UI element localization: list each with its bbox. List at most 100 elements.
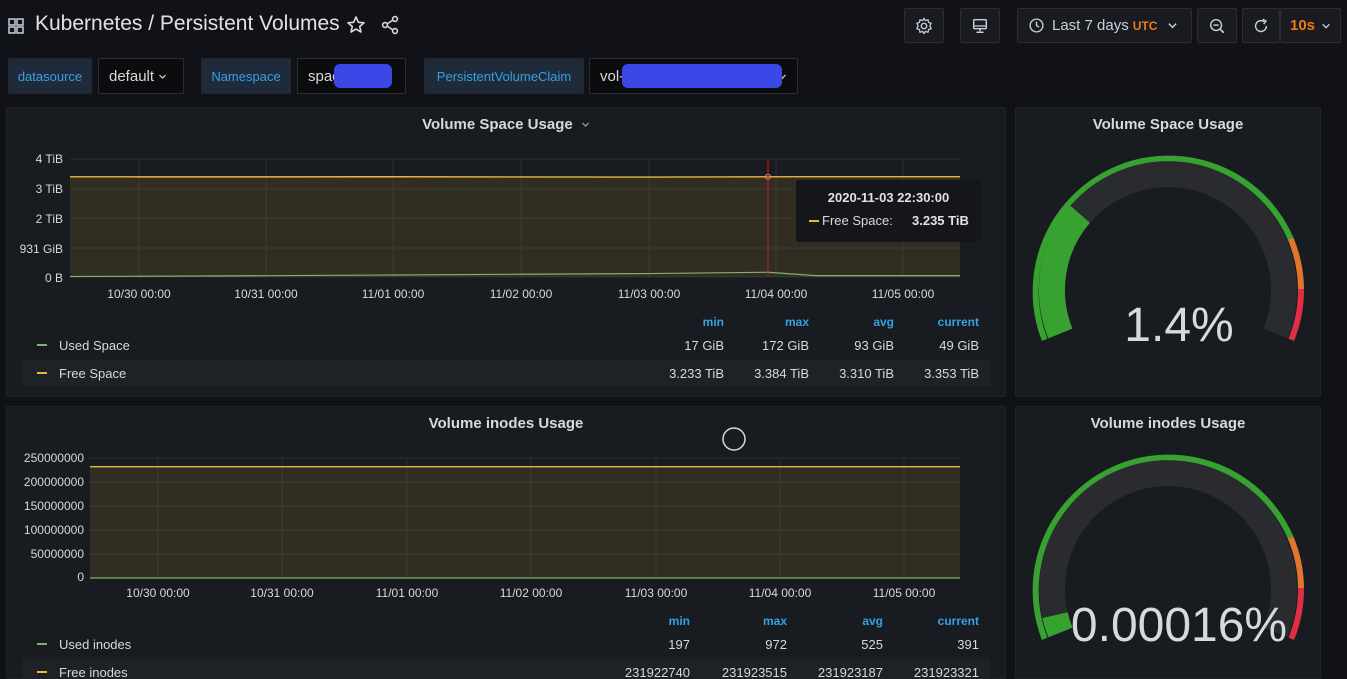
legend-max: 172 GiB	[762, 338, 809, 353]
gauge-threshold-red	[1288, 588, 1305, 640]
legend-current: 49 GiB	[939, 338, 979, 353]
gauge-value-arc	[1042, 612, 1073, 638]
time-range-picker[interactable]: Last 7 days UTC	[1017, 8, 1192, 43]
panel-title-space-text: Volume Space Usage	[422, 116, 573, 133]
chevron-down-icon	[581, 122, 589, 127]
y-tick-label: 3 TiB	[35, 182, 63, 196]
x-tick-label: 11/03 00:00	[624, 586, 688, 600]
volume-space-graph-panel	[6, 107, 1006, 397]
clock-icon	[1029, 18, 1044, 33]
legend-current: 231923321	[913, 665, 979, 679]
gauge-track	[1039, 460, 1297, 638]
gauge-threshold-green	[1032, 155, 1294, 341]
variable-label-datasource: datasource	[8, 58, 92, 94]
legend-row-used-inodes[interactable]: Used inodes 197 972 525 391	[22, 631, 990, 657]
gauge-threshold-orange	[1287, 237, 1304, 290]
legend-avg: 525	[861, 637, 883, 652]
monitor-icon	[972, 18, 988, 33]
variable-value-pvc: vol-l	[600, 67, 628, 85]
panel-title-space[interactable]: Volume Space Usage	[6, 116, 1006, 133]
gauge-value-space: 1.4%	[1124, 299, 1234, 352]
time-range-label: Last 7 days	[1052, 17, 1129, 34]
y-tick-label: 50000000	[30, 547, 84, 561]
y-tick-label: 200000000	[23, 475, 84, 489]
tooltip-series-label: Free Space:	[822, 213, 893, 228]
legend-avg: 231923187	[817, 665, 883, 679]
legend-avg: 3.310 TiB	[839, 366, 894, 381]
tooltip-value: 3.235 TiB	[912, 213, 969, 228]
space-gauge	[1032, 155, 1305, 341]
legend-swatch	[37, 344, 47, 346]
refresh-interval-label: 10s	[1289, 17, 1316, 34]
gauge-value-inodes: 0.00016%	[1070, 599, 1288, 652]
x-tick-label: 11/04 00:00	[744, 287, 808, 301]
gauge-title-inodes[interactable]: Volume inodes Usage	[1090, 415, 1246, 432]
share-icon[interactable]	[380, 15, 400, 35]
y-tick-label: 2 TiB	[35, 212, 63, 226]
legend-current: 391	[957, 637, 979, 652]
legend-row-used-space[interactable]: Used Space 17 GiB 172 GiB 93 GiB 49 GiB	[22, 332, 990, 358]
legend-header-max[interactable]: max	[762, 614, 787, 628]
x-tick-label: 10/30 00:00	[107, 287, 171, 301]
panel-title-inodes[interactable]: Volume inodes Usage	[428, 415, 584, 432]
dashboards-grid-icon[interactable]	[8, 18, 24, 34]
legend-header-min[interactable]: min	[702, 315, 724, 329]
legend-header-avg[interactable]: avg	[862, 614, 883, 628]
legend-header-current[interactable]: current	[937, 614, 979, 628]
series-line-used-space	[69, 271, 960, 278]
refresh-interval-picker[interactable]: 10s	[1280, 8, 1341, 43]
page-title[interactable]: Kubernetes / Persistent Volumes	[35, 12, 340, 35]
mouse-cursor-icon	[722, 427, 746, 451]
y-tick-label: 4 TiB	[35, 152, 63, 166]
legend-row-free-inodes[interactable]: Free inodes 231922740 231923515 23192318…	[22, 659, 990, 679]
gauge-threshold-green	[1032, 454, 1294, 640]
legend-series-name: Used Space	[59, 338, 130, 353]
zoom-out-button[interactable]	[1197, 8, 1237, 43]
x-tick-label: 11/04 00:00	[748, 586, 812, 600]
y-tick-label: 931 GiB	[19, 242, 63, 256]
chevron-down-icon	[1322, 23, 1330, 29]
x-tick-label: 10/31 00:00	[234, 287, 298, 301]
x-tick-label: 11/05 00:00	[871, 287, 935, 301]
legend-min: 17 GiB	[684, 338, 724, 353]
series-area-free-space	[70, 176, 960, 277]
gear-icon	[916, 17, 932, 34]
x-tick-label: 11/02 00:00	[489, 287, 553, 301]
graph-tooltip: 2020-11-03 22:30:00 Free Space: 3.235 Ti…	[796, 180, 981, 242]
inodes-gauge	[1032, 454, 1305, 640]
star-icon[interactable]	[346, 15, 366, 35]
refresh-button[interactable]	[1242, 8, 1280, 43]
gauge-title-space[interactable]: Volume Space Usage	[1092, 116, 1244, 133]
volume-inodes-graph-panel	[6, 406, 1006, 679]
legend-header-min[interactable]: min	[668, 614, 690, 628]
legend-min: 3.233 TiB	[669, 366, 724, 381]
legend-row-free-space[interactable]: Free Space 3.233 TiB 3.384 TiB 3.310 TiB…	[22, 360, 990, 386]
variable-select-datasource[interactable]: default	[98, 58, 184, 94]
tooltip-time: 2020-11-03 22:30:00	[827, 190, 950, 205]
series-area-free-inodes	[90, 466, 960, 578]
legend-header-current[interactable]: current	[937, 315, 979, 329]
chevron-down-icon	[1168, 23, 1178, 29]
legend-max: 231923515	[721, 665, 787, 679]
redaction-mark	[622, 64, 782, 88]
gauge-threshold-orange	[1287, 536, 1304, 589]
hover-point	[764, 173, 772, 180]
y-tick-label: 150000000	[23, 499, 84, 513]
legend-swatch	[37, 643, 47, 645]
x-tick-label: 11/02 00:00	[499, 586, 563, 600]
legend-header-max[interactable]: max	[784, 315, 809, 329]
x-tick-label: 11/01 00:00	[375, 586, 439, 600]
legend-series-name: Free Space	[59, 366, 127, 381]
cycle-view-mode-button[interactable]	[960, 8, 1000, 43]
x-tick-label: 10/31 00:00	[250, 586, 314, 600]
zoom-out-icon	[1209, 18, 1225, 33]
gauge-value-arc	[1038, 205, 1091, 339]
redaction-mark	[334, 64, 392, 88]
legend-header-avg[interactable]: avg	[873, 315, 894, 329]
y-tick-label: 0 B	[44, 271, 63, 285]
x-tick-label: 11/01 00:00	[361, 287, 425, 301]
settings-button[interactable]	[904, 8, 944, 43]
legend-swatch	[37, 671, 47, 673]
